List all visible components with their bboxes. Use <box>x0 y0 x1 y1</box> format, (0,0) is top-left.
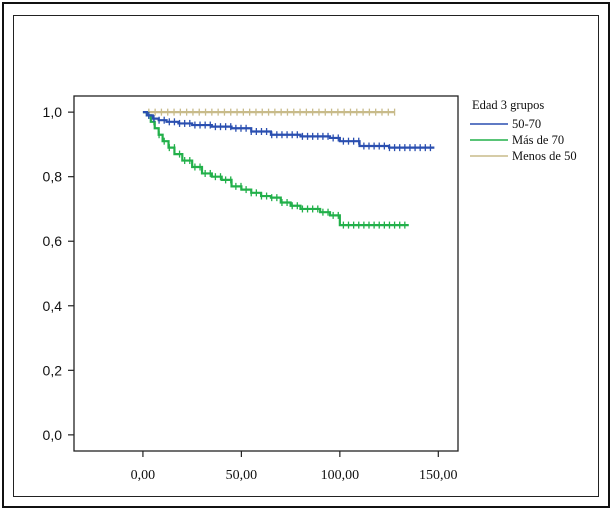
censor-marks-1 <box>148 111 406 229</box>
censor-marks-0 <box>148 111 432 152</box>
x-tick-label: 100,00 <box>321 468 360 483</box>
y-tick-label: 1,0 <box>43 104 63 120</box>
plot-frame <box>73 95 459 452</box>
y-tick-label: 0,6 <box>43 233 63 249</box>
chart-panel: 0,0 0,2 0,4 0,6 0,8 1,0 0,00 50,00 100,00 150,00 … <box>13 15 599 497</box>
y-tick-label: 0,8 <box>43 169 63 185</box>
y-tick-label: 0,0 <box>43 427 63 443</box>
legend-label-2: Menos de 50 <box>512 149 577 163</box>
series-line-1 <box>142 111 409 227</box>
censor-marks-2 <box>148 108 396 116</box>
y-tick-label: 0,2 <box>43 362 63 378</box>
series-layer <box>142 108 435 229</box>
outer-frame: 0,0 0,2 0,4 0,6 0,8 1,0 0,00 50,00 100,00 150,00 … <box>2 2 610 508</box>
survival-chart: 0,00,20,40,60,81,00,00 50,00 100,00 150,00 … <box>43 95 577 483</box>
x-tick-label: 50,00 <box>226 468 258 483</box>
legend: Edad 3 grupos 50-70 Más de 70 Menos de 50 <box>470 98 577 163</box>
series-line-0 <box>142 111 435 149</box>
legend-label-1: Más de 70 <box>512 133 564 147</box>
x-tick-label: 0,00 <box>131 468 156 483</box>
y-tick-label: 0,4 <box>43 298 63 314</box>
x-tick-label: 150,00 <box>419 468 458 483</box>
axes: 0,0 0,2 0,4 0,6 0,8 1,0 0,00 50,00 100,00 150,00 <box>43 95 459 483</box>
legend-label-0: 50-70 <box>512 117 541 131</box>
legend-title: Edad 3 grupos <box>472 98 544 112</box>
